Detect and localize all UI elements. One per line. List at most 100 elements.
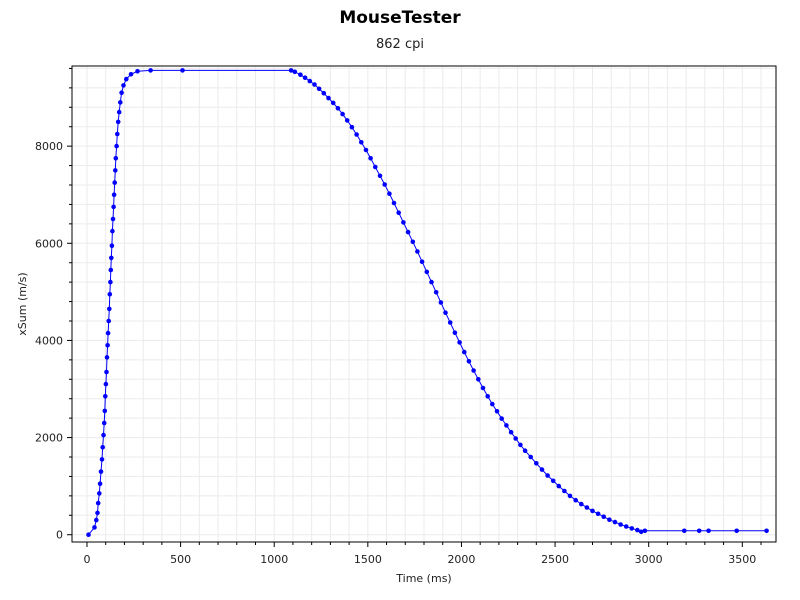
data-point bbox=[104, 369, 109, 375]
data-point bbox=[579, 501, 584, 507]
data-point bbox=[601, 514, 606, 519]
data-point bbox=[101, 420, 107, 426]
data-point bbox=[115, 131, 120, 137]
x-tick-label: 1000 bbox=[260, 553, 288, 566]
y-axis-label: xSum (m/s) bbox=[16, 272, 29, 335]
data-point bbox=[466, 359, 472, 364]
data-point bbox=[113, 156, 119, 161]
data-point bbox=[107, 292, 113, 297]
data-point bbox=[124, 76, 129, 82]
data-point bbox=[363, 147, 369, 153]
data-point bbox=[618, 522, 623, 527]
data-point bbox=[607, 517, 612, 522]
data-point bbox=[387, 191, 392, 196]
data-point bbox=[462, 349, 467, 355]
data-point bbox=[335, 106, 341, 111]
y-tick-label: 4000 bbox=[35, 334, 63, 347]
x-tick-label: 3500 bbox=[728, 553, 756, 566]
data-point bbox=[480, 385, 486, 391]
data-point bbox=[590, 508, 595, 514]
data-point bbox=[528, 454, 533, 460]
data-point bbox=[307, 78, 313, 84]
data-point bbox=[99, 457, 105, 462]
data-point bbox=[405, 229, 411, 235]
data-point bbox=[114, 143, 119, 149]
y-tick-label: 8000 bbox=[35, 140, 63, 153]
data-point bbox=[97, 481, 103, 487]
data-point bbox=[104, 355, 110, 360]
data-point bbox=[452, 330, 458, 336]
data-point bbox=[128, 72, 134, 77]
x-tick-label: 500 bbox=[170, 553, 191, 566]
x-tick-label: 2500 bbox=[541, 553, 569, 566]
data-point bbox=[447, 320, 453, 325]
y-tick-label: 0 bbox=[56, 529, 63, 542]
data-point bbox=[513, 436, 518, 441]
x-tick-label: 2000 bbox=[447, 553, 475, 566]
x-tick-label: 0 bbox=[83, 553, 90, 566]
data-point bbox=[135, 69, 140, 74]
data-point bbox=[567, 493, 573, 499]
data-point bbox=[100, 445, 105, 450]
data-point bbox=[573, 497, 578, 503]
data-point bbox=[110, 228, 115, 234]
data-point bbox=[623, 524, 629, 529]
data-point bbox=[316, 86, 322, 92]
data-point bbox=[522, 448, 528, 454]
data-point bbox=[302, 75, 308, 80]
data-point bbox=[107, 306, 112, 312]
data-point bbox=[682, 528, 687, 534]
data-point bbox=[706, 528, 711, 534]
chart-subtitle: 862 cpi bbox=[376, 37, 424, 52]
data-point bbox=[373, 164, 378, 170]
data-point bbox=[344, 118, 350, 123]
data-point bbox=[101, 432, 106, 438]
data-point bbox=[109, 255, 114, 261]
data-point bbox=[382, 182, 388, 187]
data-point bbox=[98, 469, 104, 474]
data-point bbox=[595, 511, 601, 517]
data-point bbox=[612, 519, 618, 525]
data-point bbox=[629, 526, 635, 531]
data-point bbox=[476, 377, 481, 382]
chart-title: MouseTester bbox=[339, 8, 461, 28]
data-point bbox=[94, 517, 99, 523]
data-point bbox=[113, 168, 118, 173]
data-point bbox=[471, 368, 476, 373]
data-point bbox=[494, 409, 500, 414]
data-point bbox=[326, 95, 331, 101]
data-point bbox=[556, 483, 562, 489]
series-points bbox=[86, 68, 769, 537]
data-point bbox=[443, 310, 448, 316]
data-point bbox=[109, 243, 115, 248]
x-tick-label: 3000 bbox=[635, 553, 663, 566]
data-point bbox=[424, 269, 430, 275]
data-point bbox=[97, 491, 102, 496]
data-point bbox=[106, 318, 111, 324]
data-point bbox=[499, 416, 505, 421]
data-point bbox=[539, 467, 545, 472]
data-point bbox=[119, 90, 124, 95]
data-point bbox=[111, 204, 116, 210]
data-point bbox=[734, 528, 739, 534]
data-point bbox=[95, 510, 100, 516]
data-point bbox=[457, 340, 462, 345]
data-point bbox=[377, 173, 383, 179]
tick-labels: 0 500 1000 1500 2000 2500 3000 3500 0 2000 4000 600… bbox=[35, 140, 756, 566]
data-point bbox=[111, 192, 117, 197]
data-point bbox=[419, 259, 425, 265]
data-point bbox=[330, 100, 336, 106]
axis-ticks bbox=[67, 67, 762, 547]
data-point bbox=[349, 124, 355, 130]
data-point bbox=[121, 83, 126, 88]
y-tick-label: 6000 bbox=[35, 237, 63, 250]
data-point bbox=[410, 239, 416, 245]
data-point bbox=[118, 100, 123, 105]
data-point bbox=[504, 423, 509, 428]
x-tick-label: 1500 bbox=[354, 553, 382, 566]
data-point bbox=[485, 394, 491, 399]
data-point bbox=[508, 429, 514, 435]
data-point bbox=[401, 220, 406, 225]
data-point bbox=[396, 210, 402, 215]
